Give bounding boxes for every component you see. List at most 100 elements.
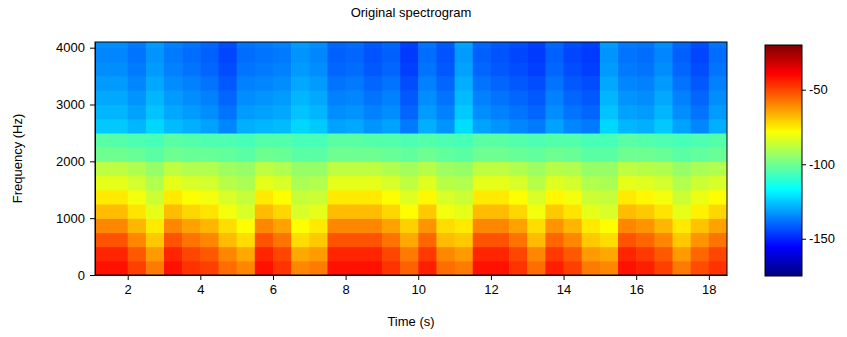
cell <box>691 42 710 48</box>
cell <box>400 48 419 63</box>
cell <box>400 232 419 247</box>
tick: -150 <box>802 231 835 246</box>
cell <box>545 147 564 162</box>
tick: 18 <box>702 275 716 297</box>
cell <box>255 42 274 48</box>
cell <box>110 232 129 247</box>
cell <box>473 147 492 162</box>
cell <box>382 62 401 77</box>
cell <box>709 204 727 219</box>
tick-mark <box>200 275 201 280</box>
cell <box>436 105 455 120</box>
cell <box>436 76 455 91</box>
cell <box>473 161 492 176</box>
cell <box>146 42 165 48</box>
cell <box>164 133 183 148</box>
cell <box>128 76 147 91</box>
cell <box>200 76 219 91</box>
cell <box>600 204 619 219</box>
cell <box>691 190 710 205</box>
cell <box>418 76 437 91</box>
cell <box>237 90 256 105</box>
cell <box>291 161 310 176</box>
cell <box>110 119 129 134</box>
cell <box>291 119 310 134</box>
cell <box>327 147 346 162</box>
cell <box>164 261 183 275</box>
cell <box>382 42 401 48</box>
cell <box>327 247 346 262</box>
tick-label: 2 <box>125 282 132 297</box>
cell <box>582 190 601 205</box>
cell <box>618 232 637 247</box>
cell <box>346 42 365 48</box>
tick-mark <box>90 218 95 219</box>
cell <box>436 218 455 233</box>
cell <box>273 147 292 162</box>
cell <box>491 261 510 275</box>
cell <box>527 76 546 91</box>
cell <box>128 218 147 233</box>
cell <box>618 90 637 105</box>
cell <box>146 133 165 148</box>
tick-label: 8 <box>343 282 350 297</box>
cell <box>164 62 183 77</box>
tick: 4 <box>197 275 204 297</box>
cell <box>364 119 383 134</box>
cell <box>110 247 129 262</box>
cell <box>218 62 237 77</box>
cell <box>218 119 237 134</box>
cell <box>673 48 692 63</box>
cell <box>545 42 564 48</box>
tick-mark <box>802 164 806 165</box>
cell <box>218 90 237 105</box>
cell <box>618 133 637 148</box>
cell <box>654 161 673 176</box>
cell <box>218 232 237 247</box>
cell <box>545 218 564 233</box>
cell <box>291 90 310 105</box>
cell <box>527 62 546 77</box>
cell <box>110 190 129 205</box>
cell <box>491 90 510 105</box>
cell <box>146 147 165 162</box>
cell <box>327 119 346 134</box>
cell <box>564 76 583 91</box>
cell <box>691 119 710 134</box>
cell <box>491 133 510 148</box>
cell <box>200 261 219 275</box>
cell <box>418 105 437 120</box>
cell <box>164 119 183 134</box>
cell <box>527 42 546 48</box>
cell <box>309 261 328 275</box>
cell <box>654 90 673 105</box>
cell <box>346 190 365 205</box>
cell <box>291 261 310 275</box>
tick: 8 <box>343 275 350 297</box>
cell <box>382 76 401 91</box>
cell <box>346 90 365 105</box>
cell <box>400 42 419 48</box>
cell <box>436 190 455 205</box>
cell <box>582 42 601 48</box>
tick-label: 16 <box>629 282 643 297</box>
cell <box>218 176 237 191</box>
cell <box>473 190 492 205</box>
tick: -100 <box>802 157 835 172</box>
cell <box>400 119 419 134</box>
cell <box>545 247 564 262</box>
cell <box>673 261 692 275</box>
cell <box>110 48 129 63</box>
cell <box>364 232 383 247</box>
cell <box>110 161 129 176</box>
cell <box>509 204 528 219</box>
cell <box>309 218 328 233</box>
cell <box>309 147 328 162</box>
cell <box>110 133 129 148</box>
cell <box>455 161 474 176</box>
cell <box>309 90 328 105</box>
cell <box>491 176 510 191</box>
cell <box>436 232 455 247</box>
cell <box>164 218 183 233</box>
cell <box>255 247 274 262</box>
